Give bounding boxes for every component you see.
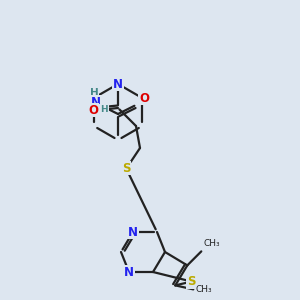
Text: H: H xyxy=(90,88,98,98)
Text: O: O xyxy=(139,92,149,104)
Text: CH₃: CH₃ xyxy=(195,285,212,294)
Text: O: O xyxy=(88,103,98,116)
Text: N: N xyxy=(113,77,123,91)
Text: CH₃: CH₃ xyxy=(203,239,220,248)
Text: N: N xyxy=(91,95,101,109)
Text: H: H xyxy=(100,104,108,113)
Text: S: S xyxy=(187,275,196,288)
Text: N: N xyxy=(124,266,134,278)
Text: N: N xyxy=(128,226,138,238)
Text: S: S xyxy=(122,161,130,175)
